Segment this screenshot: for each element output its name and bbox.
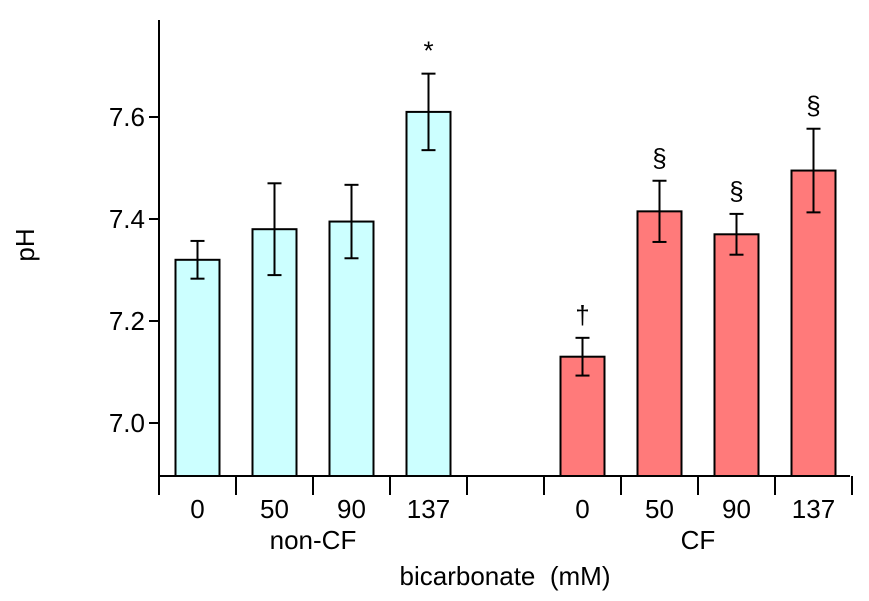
significance-marker: * xyxy=(423,36,433,66)
significance-marker: † xyxy=(575,300,589,330)
x-axis-title: bicarbonate (mM) xyxy=(400,561,611,591)
x-category-label: 90 xyxy=(722,494,751,524)
x-category-label: 0 xyxy=(190,494,204,524)
significance-marker: § xyxy=(652,143,666,173)
bar-non-cf-0 xyxy=(174,258,221,477)
x-category-label: 137 xyxy=(792,494,835,524)
y-tick-label: 7.0 xyxy=(109,408,145,438)
labels: 0 50 90 * 137 non-CF † 0 § 50 § 90 § 137 CF xyxy=(190,36,835,555)
x-category-label: 50 xyxy=(260,494,289,524)
y-tick-label: 7.4 xyxy=(109,204,145,234)
bars xyxy=(174,72,837,478)
bar-cf-137 xyxy=(790,169,837,478)
x-category-label: 0 xyxy=(575,494,589,524)
bar-cf-0 xyxy=(559,355,606,478)
group-label-non-cf: non-CF xyxy=(270,525,357,555)
y-tick-label: 7.2 xyxy=(109,306,145,336)
group-label-cf: CF xyxy=(681,525,716,555)
x-category-label: 50 xyxy=(645,494,674,524)
bar-non-cf-137 xyxy=(405,110,452,478)
y-axis-title: pH xyxy=(10,228,40,261)
y-tick-label: 7.6 xyxy=(109,102,145,132)
x-category-label: 137 xyxy=(407,494,450,524)
significance-marker: § xyxy=(806,91,820,121)
bar-cf-90 xyxy=(713,233,760,477)
bar-cf-50 xyxy=(636,210,683,477)
x-category-label: 90 xyxy=(337,494,366,524)
bar-non-cf-90 xyxy=(328,220,375,477)
significance-marker: § xyxy=(729,176,743,206)
